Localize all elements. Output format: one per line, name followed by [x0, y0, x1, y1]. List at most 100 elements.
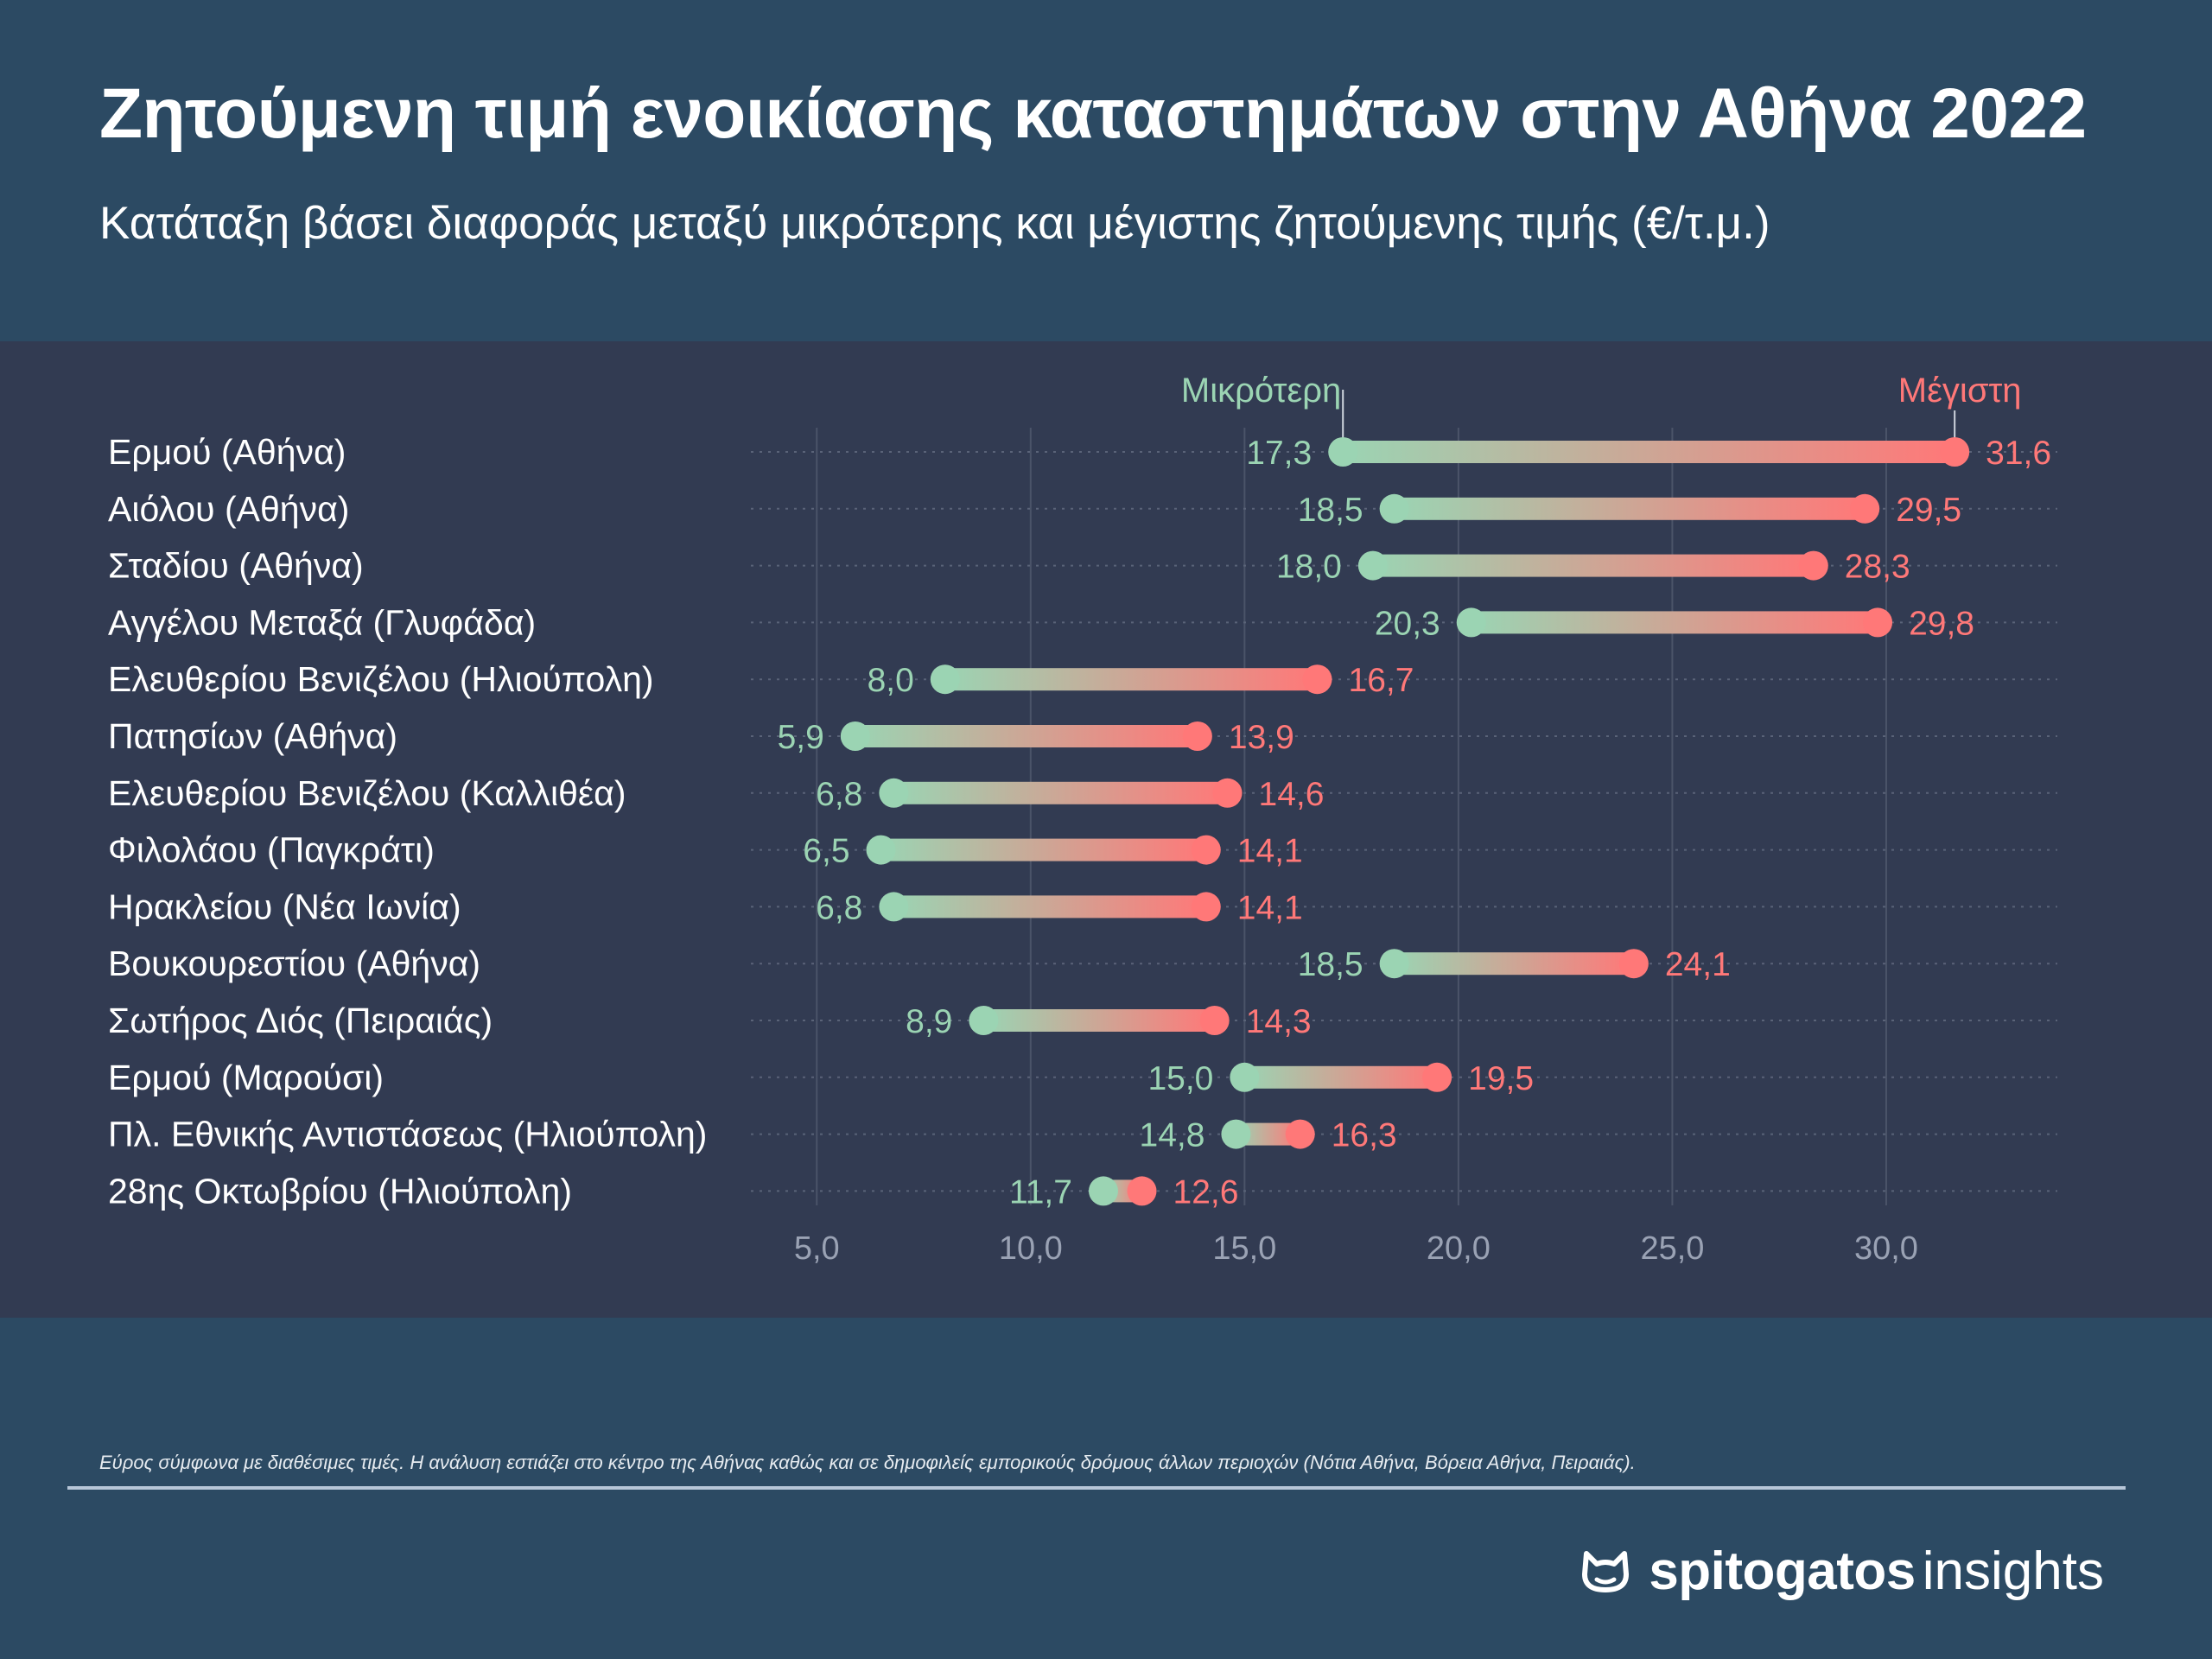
max-value-label: 13,9 — [1229, 719, 1294, 756]
chart-row: Ερμού (Μαρούσι) 15,0 19,5 — [108, 1058, 1534, 1097]
min-dot — [930, 664, 960, 695]
range-bar — [893, 895, 1206, 918]
cat-icon — [1582, 1551, 1630, 1592]
max-value-label: 28,3 — [1845, 549, 1910, 586]
max-value-label: 29,8 — [1909, 605, 1974, 642]
row-label: Βουκουρεστίου (Αθήνα) — [108, 944, 480, 983]
range-bar — [1471, 611, 1878, 634]
max-dot — [1302, 664, 1332, 695]
rows-layer: Ερμού (Αθήνα) 17,3 31,6 Αιόλου (Αθήνα) 18,5 2… — [108, 432, 2051, 1211]
min-value-label: 15,0 — [1147, 1060, 1213, 1097]
range-bar — [944, 668, 1318, 691]
max-value-label: 14,1 — [1237, 833, 1303, 870]
max-dot — [1127, 1176, 1157, 1206]
max-dot — [1422, 1062, 1452, 1092]
row-label: Πλ. Εθνικής Αντιστάσεως (Ηλιούπολη) — [108, 1115, 707, 1154]
max-value-label: 14,1 — [1237, 889, 1303, 926]
min-value-label: 6,8 — [816, 776, 862, 813]
max-value-label: 14,3 — [1246, 1003, 1312, 1040]
row-label: Σταδίου (Αθήνα) — [108, 546, 364, 586]
x-axis: 5,0 10,0 15,0 20,0 25,0 30,0 — [794, 1230, 1918, 1267]
max-value-label: 31,6 — [1986, 435, 2051, 472]
min-dot — [879, 892, 909, 922]
chart-row: Σωτήρος Διός (Πειραιάς) 8,9 14,3 — [108, 1001, 1312, 1040]
min-value-label: 11,7 — [1009, 1173, 1072, 1211]
min-dot — [1456, 607, 1486, 638]
min-dot — [879, 778, 909, 808]
range-bar — [1394, 952, 1634, 976]
row-label: Ερμού (Αθήνα) — [108, 432, 346, 472]
min-dot — [1328, 437, 1358, 467]
max-value-label: 12,6 — [1173, 1173, 1239, 1211]
min-dot — [1379, 949, 1409, 979]
chart-row: 28ης Οκτωβρίου (Ηλιούπολη) 11,7 12,6 — [108, 1171, 1238, 1211]
chart-row: Ελευθερίου Βενιζέλου (Ηλιούπολη) 8,0 16,7 — [108, 659, 1414, 699]
min-dot — [1230, 1062, 1260, 1092]
range-bar — [893, 781, 1228, 804]
grid-layer — [751, 428, 2057, 1205]
chart-row: Βουκουρεστίου (Αθήνα) 18,5 24,1 — [108, 944, 1731, 983]
x-tick-label: 15,0 — [1212, 1230, 1276, 1267]
min-dot — [866, 835, 896, 865]
legend-header: Μικρότερη Μέγιστη — [1181, 372, 2022, 440]
range-bar — [1394, 497, 1866, 520]
max-dot — [1182, 721, 1212, 751]
min-dot — [1088, 1176, 1118, 1206]
x-tick-label: 25,0 — [1640, 1230, 1704, 1267]
chart-row: Πατησίων (Αθήνα) 5,9 13,9 — [108, 716, 1294, 756]
min-value-label: 6,8 — [816, 889, 862, 926]
min-dot — [1379, 493, 1409, 524]
range-bar — [983, 1009, 1215, 1032]
row-label: Αιόλου (Αθήνα) — [108, 489, 349, 529]
brand-suffix: insights — [1922, 1541, 2104, 1601]
max-value-label: 24,1 — [1665, 946, 1731, 983]
min-value-label: 18,0 — [1276, 549, 1342, 586]
max-value-label: 16,7 — [1349, 662, 1414, 699]
chart-row: Πλ. Εθνικής Αντιστάσεως (Ηλιούπολη) 14,8 1… — [108, 1115, 1397, 1154]
footnote: Εύρος σύμφωνα με διαθέσιμες τιμές. Η ανά… — [99, 1452, 1636, 1473]
range-bar — [855, 725, 1198, 747]
x-tick-label: 5,0 — [794, 1230, 840, 1267]
max-dot — [1850, 493, 1880, 524]
chart-row: Σταδίου (Αθήνα) 18,0 28,3 — [108, 546, 1910, 586]
legend-min-label: Μικρότερη — [1181, 372, 1341, 410]
min-value-label: 8,9 — [906, 1003, 952, 1040]
row-label: Σωτήρος Διός (Πειραιάς) — [108, 1001, 493, 1040]
max-value-label: 14,6 — [1259, 776, 1325, 813]
max-dot — [1191, 835, 1221, 865]
row-label: Αγγέλου Μεταξά (Γλυφάδα) — [108, 602, 536, 642]
range-bar — [880, 838, 1206, 861]
max-value-label: 29,5 — [1896, 492, 1961, 529]
x-tick-label: 10,0 — [999, 1230, 1063, 1267]
range-bar — [1372, 554, 1814, 577]
min-dot — [840, 721, 870, 751]
row-label: Ηρακλείου (Νέα Ιωνία) — [108, 887, 461, 926]
max-dot — [1940, 437, 1970, 467]
chart-row: Φιλολάου (Παγκράτι) 6,5 14,1 — [108, 830, 1303, 870]
chart-row: Ερμού (Αθήνα) 17,3 31,6 — [108, 432, 2051, 472]
max-dot — [1199, 1006, 1230, 1035]
row-label: Ελευθερίου Βενιζέλου (Καλλιθέα) — [108, 773, 626, 813]
chart-subtitle: Κατάταξη βάσει διαφοράς μεταξύ μικρότερη… — [99, 198, 1770, 249]
max-dot — [1285, 1119, 1315, 1149]
range-bar — [1343, 441, 1955, 463]
max-value-label: 16,3 — [1332, 1117, 1397, 1154]
max-dot — [1863, 607, 1893, 638]
max-dot — [1212, 778, 1243, 808]
max-value-label: 19,5 — [1468, 1060, 1534, 1097]
legend-max-label: Μέγιστη — [1898, 372, 2022, 410]
chart-row: Ελευθερίου Βενιζέλου (Καλλιθέα) 6,8 14,6 — [108, 773, 1324, 813]
min-dot — [1221, 1119, 1251, 1149]
x-tick-label: 30,0 — [1854, 1230, 1918, 1267]
footer-divider — [67, 1486, 2126, 1490]
min-value-label: 6,5 — [803, 833, 849, 870]
row-label: Φιλολάου (Παγκράτι) — [108, 830, 435, 870]
brand-name: spitogatos — [1649, 1541, 1916, 1601]
min-value-label: 18,5 — [1298, 946, 1363, 983]
x-tick-label: 20,0 — [1427, 1230, 1491, 1267]
chart-title: Ζητούμενη τιμή ενοικίασης καταστημάτων σ… — [99, 74, 2087, 153]
min-value-label: 18,5 — [1298, 492, 1363, 529]
min-dot — [1357, 550, 1388, 581]
min-value-label: 8,0 — [868, 662, 914, 699]
max-dot — [1618, 949, 1649, 979]
